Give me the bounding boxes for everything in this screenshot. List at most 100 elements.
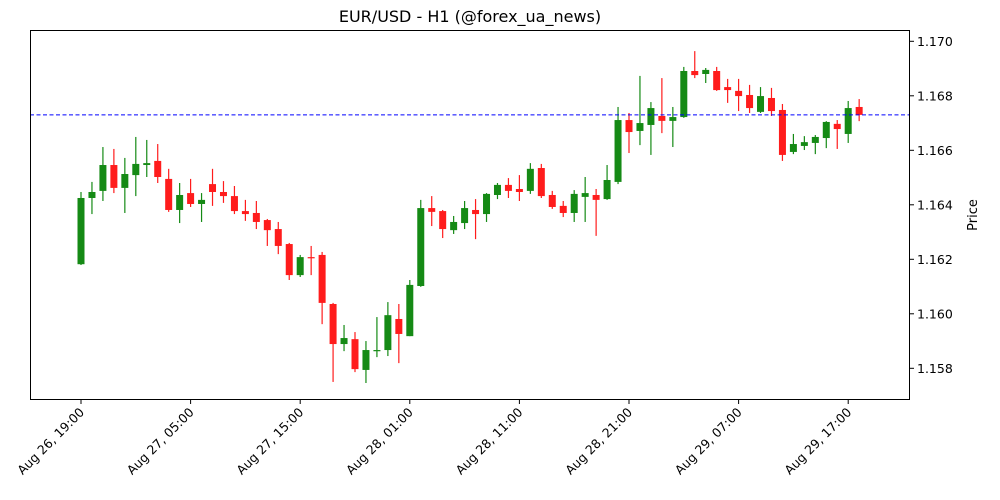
candle-body-up	[417, 208, 425, 287]
candle	[559, 200, 567, 218]
candle-body-down	[559, 205, 567, 213]
candle-body-up	[176, 194, 184, 210]
y-tick-label: 1.160	[917, 306, 953, 321]
candle	[428, 196, 436, 227]
candle-body-up	[450, 221, 458, 231]
candle-body-down	[472, 209, 480, 215]
candle	[406, 280, 414, 337]
candle-body-down	[735, 90, 743, 97]
candle-body-down	[351, 339, 359, 370]
candle-body-up	[647, 108, 655, 125]
y-tick-label: 1.164	[917, 197, 953, 212]
candle-body-down	[230, 196, 238, 212]
candle-body-down	[548, 194, 556, 207]
candle-body-down	[504, 184, 512, 191]
candle	[724, 78, 732, 103]
candle	[855, 99, 863, 122]
candle-body-up	[680, 71, 688, 118]
candle	[241, 199, 249, 221]
candle-body-down	[329, 303, 337, 345]
candle	[263, 218, 271, 246]
candle-body-up	[198, 199, 206, 204]
candle	[121, 157, 129, 213]
x-tick-label: Aug 28, 11:00	[453, 404, 526, 477]
candle	[252, 200, 260, 230]
candle-body-down	[274, 229, 282, 246]
x-axis: Aug 26, 19:00 Aug 27, 05:00 Aug 27, 15:00 A…	[14, 400, 854, 478]
candle-body-up	[526, 168, 534, 191]
candle	[198, 193, 206, 222]
candle	[614, 106, 622, 185]
candle-body-up	[143, 163, 151, 166]
candle-body-down	[658, 115, 666, 121]
candle	[767, 87, 775, 116]
candle-body-up	[132, 163, 140, 176]
candle	[340, 324, 348, 352]
candle	[581, 177, 589, 222]
candle	[110, 148, 118, 194]
candle-body-down	[209, 184, 217, 192]
candle-body-up	[702, 69, 710, 74]
candle-body-up	[581, 193, 589, 197]
y-axis: 1.158 1.160 1.162 1.164 1.166 1.168 1.170	[910, 34, 953, 376]
candle	[691, 51, 699, 79]
candle	[713, 66, 721, 91]
candle	[548, 190, 556, 209]
candle	[329, 302, 337, 382]
candle	[395, 303, 403, 364]
candle-body-down	[154, 160, 162, 178]
candle	[746, 84, 754, 113]
candle	[735, 78, 743, 112]
candle	[384, 302, 392, 357]
candle	[230, 185, 238, 215]
y-axis-label: Price	[966, 199, 981, 231]
candle-body-down	[515, 188, 523, 192]
candle	[625, 112, 633, 154]
candle-body-down	[110, 165, 118, 188]
candle	[833, 120, 841, 149]
candle-body-up	[99, 165, 107, 191]
candle	[450, 215, 458, 234]
candle-body-down	[724, 87, 732, 91]
candle	[537, 163, 545, 198]
candle	[472, 199, 480, 240]
y-tick-label: 1.158	[917, 361, 953, 376]
candle	[187, 178, 195, 207]
candle	[362, 341, 370, 384]
candle-body-down	[395, 318, 403, 334]
candle-body-up	[373, 350, 381, 352]
y-tick-label: 1.166	[917, 143, 953, 158]
candle-body-down	[285, 244, 293, 276]
candle-body-down	[252, 212, 260, 222]
candle	[822, 121, 830, 149]
candle-body-down	[263, 220, 271, 231]
candle	[285, 242, 293, 281]
candle	[811, 135, 819, 155]
candle-body-down	[307, 257, 315, 259]
x-tick-label: Aug 28, 01:00	[343, 404, 416, 477]
candle-body-up	[121, 174, 129, 188]
candle-body-down	[537, 168, 545, 197]
candle-body-down	[713, 71, 721, 91]
candle-body-up	[844, 108, 852, 134]
chart-title: EUR/USD - H1 (@forex_ua_news)	[339, 7, 601, 27]
candle	[209, 168, 217, 206]
candle-body-up	[669, 117, 677, 121]
candle-body-up	[614, 120, 622, 182]
y-tick-label: 1.170	[917, 34, 953, 49]
candle-body-down	[746, 94, 754, 109]
candle	[318, 251, 326, 325]
candle	[702, 68, 710, 83]
candle-body-up	[636, 123, 644, 131]
candle-body-up	[800, 142, 808, 146]
candle	[417, 199, 425, 287]
candle	[483, 193, 491, 222]
x-tick-label: Aug 27, 05:00	[124, 404, 197, 477]
candle	[219, 181, 227, 203]
candle	[800, 136, 808, 151]
candle-body-up	[406, 284, 414, 337]
candle-body-up	[384, 315, 392, 351]
candle-body-up	[757, 96, 765, 112]
candle	[789, 133, 797, 155]
